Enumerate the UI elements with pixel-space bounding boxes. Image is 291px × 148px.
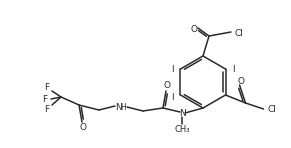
Text: N: N xyxy=(115,103,121,111)
Text: N: N xyxy=(179,108,185,118)
Text: I: I xyxy=(171,65,174,74)
Text: CH₃: CH₃ xyxy=(174,124,190,133)
Text: H: H xyxy=(120,103,126,111)
Text: I: I xyxy=(232,65,235,74)
Text: O: O xyxy=(191,25,198,33)
Text: Cl: Cl xyxy=(235,29,244,37)
Text: O: O xyxy=(237,77,244,86)
Text: I: I xyxy=(171,92,174,102)
Text: F: F xyxy=(42,95,47,103)
Text: O: O xyxy=(79,123,86,132)
Text: Cl: Cl xyxy=(267,104,276,114)
Text: F: F xyxy=(45,82,49,91)
Text: F: F xyxy=(45,104,49,114)
Text: O: O xyxy=(164,82,171,90)
